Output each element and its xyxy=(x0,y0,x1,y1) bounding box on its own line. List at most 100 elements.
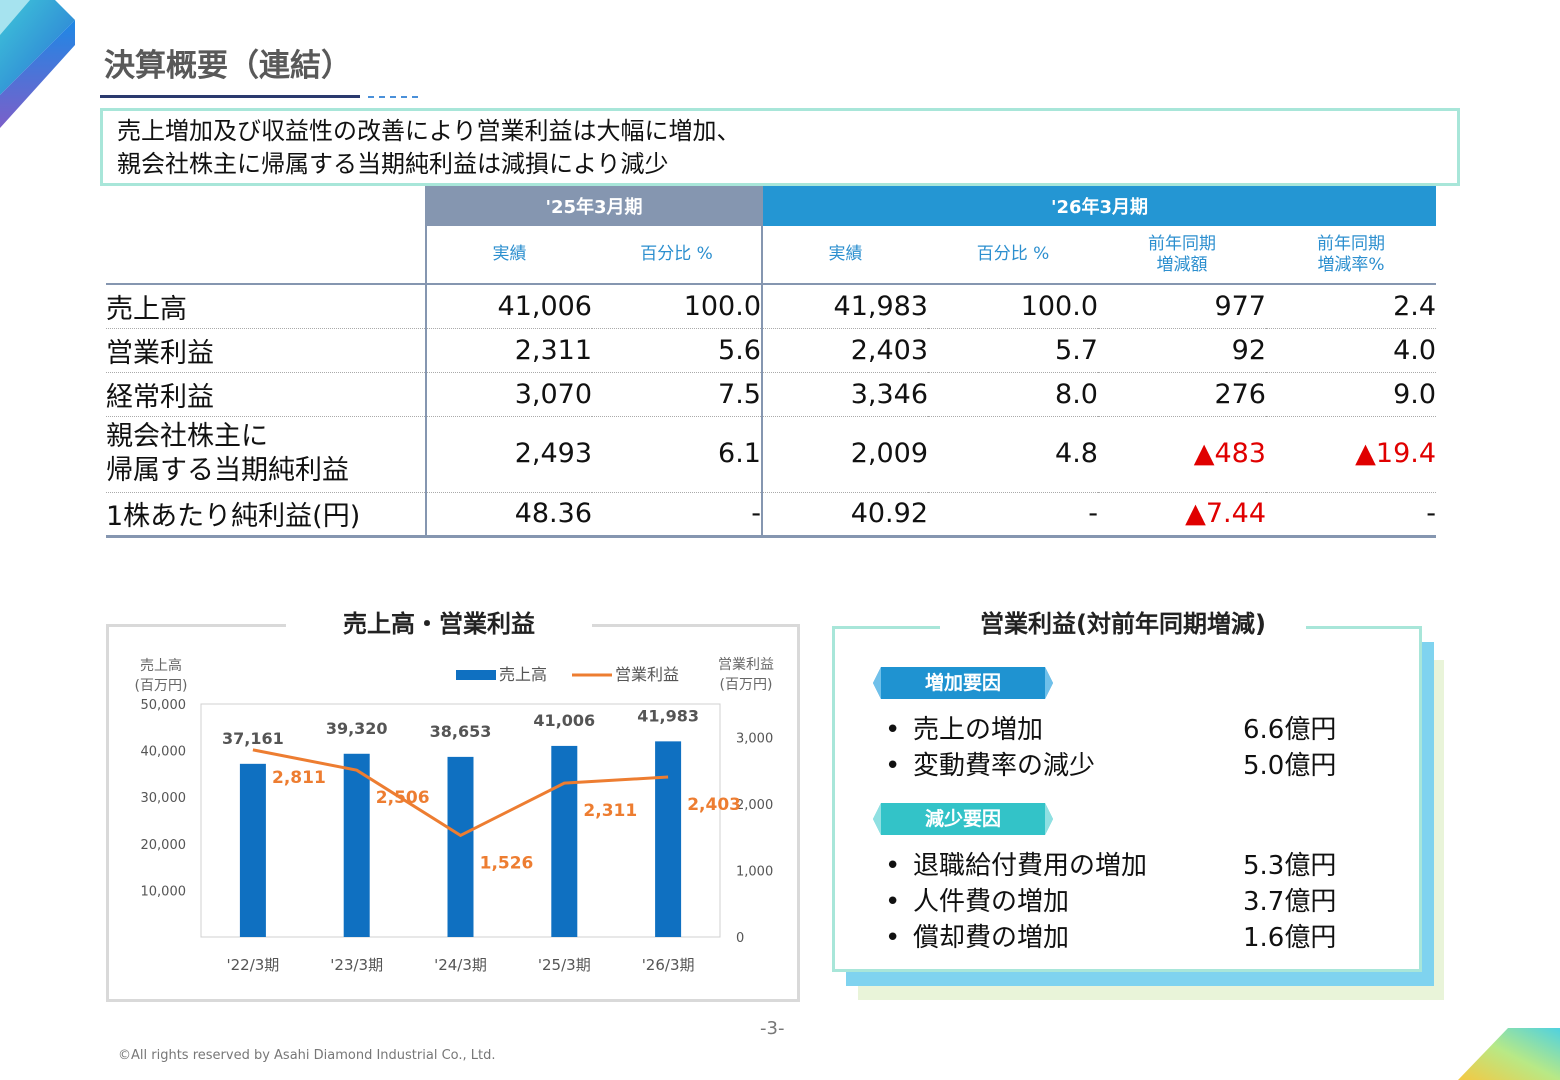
sales-profit-chart: 売上高 (百万円) 営業利益 (百万円) 50,000 40,000 30,000 20,00… xyxy=(135,657,774,974)
bar-data-label: 41,983 xyxy=(637,706,699,725)
increase-item-value: 6.6億円 xyxy=(1243,715,1337,745)
decrease-item: • 退職給付費用の増加 xyxy=(885,851,1148,881)
prev-ratio: 7.5 xyxy=(592,372,762,417)
prev-ratio: 100.0 xyxy=(592,284,762,329)
legend-label: 売上高 xyxy=(499,665,547,684)
prev-actual: 41,006 xyxy=(425,284,592,329)
summary-box: 売上増加及び収益性の改善により営業利益は大幅に増加、 親会社株主に帰属する当期純… xyxy=(100,108,1460,186)
col-header-curr-actual: 実績 xyxy=(761,226,928,285)
yoy-rate: ▲19.4 xyxy=(1266,416,1437,493)
title-underline-dash xyxy=(368,96,418,98)
decrease-ribbon: 減少要因 xyxy=(873,803,1053,835)
summary-line-1: 売上増加及び収益性の改善により営業利益は大幅に増加、 xyxy=(117,117,741,145)
col-header-yoy-amount: 前年同期 増減額 xyxy=(1098,226,1266,285)
y-tick-right: 0 xyxy=(736,931,744,946)
increase-item: • 売上の増加 xyxy=(885,715,1044,745)
bar-data-label: 41,006 xyxy=(533,711,595,730)
row-label: 親会社株主に 帰属する当期純利益 xyxy=(106,416,426,493)
line-data-label: 2,506 xyxy=(376,788,430,808)
curr-ratio: 4.8 xyxy=(928,416,1098,493)
title-underline xyxy=(100,95,360,98)
curr-ratio: 5.7 xyxy=(928,328,1098,373)
decrease-item-value: 1.6億円 xyxy=(1243,923,1337,953)
line-data-label: 1,526 xyxy=(480,853,534,873)
decrease-item-value: 3.7億円 xyxy=(1243,887,1337,917)
corner-decoration xyxy=(1458,1028,1560,1080)
period-header-curr: '26年3月期 xyxy=(760,186,1437,226)
increase-ribbon: 増加要因 xyxy=(873,667,1053,699)
increase-item-value: 5.0億円 xyxy=(1243,751,1337,781)
curr-ratio: 8.0 xyxy=(928,372,1098,417)
x-tick-label: '23/3期 xyxy=(330,956,383,974)
yoy-rate: 2.4 xyxy=(1266,284,1437,329)
y-axis-left-title: (百万円) xyxy=(135,678,188,694)
x-tick-label: '25/3期 xyxy=(538,956,591,974)
page-title: 決算概要（連結） xyxy=(104,48,352,84)
row-label: 経常利益 xyxy=(106,372,426,417)
curr-ratio: - xyxy=(928,492,1098,538)
legend-label: 営業利益 xyxy=(615,665,679,684)
col-header-yoy-rate: 前年同期 増減率% xyxy=(1266,226,1437,285)
yoy-amount: 92 xyxy=(1098,328,1266,373)
change-panel-title: 営業利益(対前年同期増減) xyxy=(940,606,1306,642)
prev-actual: 2,311 xyxy=(425,328,592,373)
decrease-label: 減少要因 xyxy=(924,808,1001,830)
yoy-amount: 977 xyxy=(1098,284,1266,329)
table-row: 1株あたり純利益(円) 48.36 - 40.92 - ▲7.44 - xyxy=(106,492,1437,538)
table-row: 親会社株主に 帰属する当期純利益 2,493 6.1 2,009 4.8 ▲483… xyxy=(106,416,1437,493)
x-tick-label: '26/3期 xyxy=(642,956,695,974)
summary-line-2: 親会社株主に帰属する当期純利益は減損により減少 xyxy=(117,150,669,178)
prev-ratio: - xyxy=(592,492,762,538)
page-number: -3- xyxy=(760,1018,785,1039)
y-axis-left-title: 売上高 xyxy=(140,657,182,674)
increase-label: 増加要因 xyxy=(924,672,1001,694)
prev-actual: 3,070 xyxy=(425,372,592,417)
yoy-rate: 4.0 xyxy=(1266,328,1437,373)
y-tick-left: 10,000 xyxy=(141,884,187,899)
bar-data-label: 38,653 xyxy=(430,722,492,741)
y-tick-right: 1,000 xyxy=(736,864,773,879)
col-header-prev-ratio: 百分比 % xyxy=(592,226,762,285)
col-header-curr-ratio: 百分比 % xyxy=(928,226,1098,285)
y-tick-left: 20,000 xyxy=(141,838,187,853)
yoy-amount: ▲7.44 xyxy=(1098,492,1266,538)
yoy-rate: 9.0 xyxy=(1266,372,1437,417)
company-logo xyxy=(0,0,75,128)
row-label: 1株あたり純利益(円) xyxy=(106,492,426,538)
yoy-amount: ▲483 xyxy=(1098,416,1266,493)
prev-ratio: 6.1 xyxy=(592,416,762,493)
change-panel: 増加要因 • 売上の増加 6.6億円 • 変動費率の減少 5.0億円 減少要因 • 退… xyxy=(832,626,1422,972)
y-tick-left: 50,000 xyxy=(141,698,187,713)
curr-actual: 41,983 xyxy=(761,284,928,329)
curr-ratio: 100.0 xyxy=(928,284,1098,329)
increase-item: • 変動費率の減少 xyxy=(885,751,1096,781)
operating-profit-line xyxy=(252,748,669,838)
y-tick-left: 40,000 xyxy=(141,745,187,760)
table-row: 営業利益 2,311 5.6 2,403 5.7 92 4.0 xyxy=(106,328,1437,373)
curr-actual: 3,346 xyxy=(761,372,928,417)
curr-actual: 40.92 xyxy=(761,492,928,538)
period-header-prev: '25年3月期 xyxy=(425,186,762,226)
prev-ratio: 5.6 xyxy=(592,328,762,373)
y-axis-right-title: (百万円) xyxy=(720,677,773,693)
copyright: ©All rights reserved by Asahi Diamond In… xyxy=(118,1048,496,1063)
table-row: 売上高 41,006 100.0 41,983 100.0 977 2.4 xyxy=(106,284,1437,329)
yoy-amount: 276 xyxy=(1098,372,1266,417)
x-tick-label: '22/3期 xyxy=(226,956,279,974)
row-label: 営業利益 xyxy=(106,328,426,373)
table-row: 経常利益 3,070 7.5 3,346 8.0 276 9.0 xyxy=(106,372,1437,417)
row-label: 売上高 xyxy=(106,284,426,329)
x-tick-label: '24/3期 xyxy=(434,956,487,974)
line-data-label: 2,311 xyxy=(583,801,637,821)
prev-actual: 48.36 xyxy=(425,492,592,538)
bar xyxy=(239,763,266,937)
chart-title: 売上高・営業利益 xyxy=(286,606,592,642)
col-header-prev-actual: 実績 xyxy=(425,226,592,285)
decrease-item: • 人件費の増加 xyxy=(885,887,1070,917)
legend-swatch-bar xyxy=(456,670,496,680)
decrease-item: • 償却費の増加 xyxy=(885,923,1070,953)
results-table: '25年3月期 '26年3月期 実績 百分比 % 実績 百分比 % 前年同期 増減… xyxy=(106,186,1437,538)
curr-actual: 2,009 xyxy=(761,416,928,493)
y-axis-right-title: 営業利益 xyxy=(718,657,774,673)
y-tick-right: 2,000 xyxy=(736,798,773,813)
